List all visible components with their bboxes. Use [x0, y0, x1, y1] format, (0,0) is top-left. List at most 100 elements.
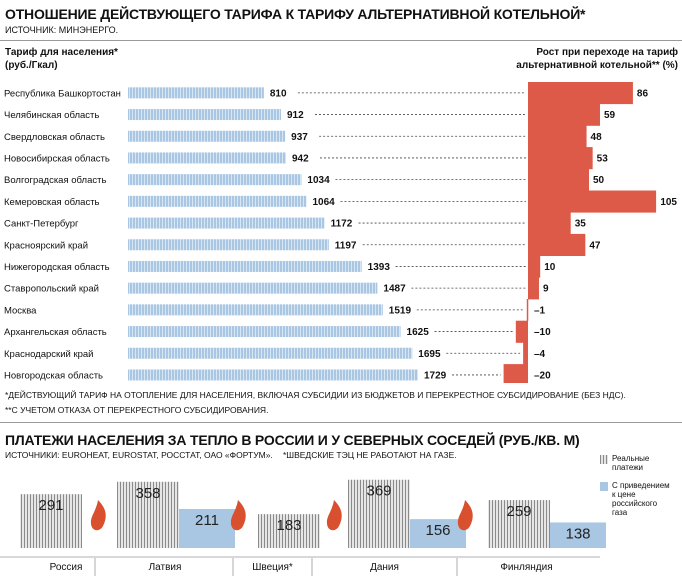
adjusted-payment-value: 156 [425, 522, 450, 539]
sweden-note: *ШВЕДСКИЕ ТЭЦ НЕ РАБОТАЮТ НА ГАЗЕ. [283, 450, 457, 460]
growth-value-label: 9 [543, 284, 549, 295]
adjusted-payment-bar [410, 519, 466, 548]
real-payment-value: 259 [506, 503, 531, 520]
growth-value-label: 48 [591, 132, 603, 143]
growth-bar [523, 342, 528, 365]
tariff-bar [128, 152, 286, 164]
growth-value-label: 105 [660, 197, 677, 208]
real-payment-value: 291 [38, 497, 63, 514]
growth-value-label: –1 [534, 305, 546, 316]
tariff-value-label: 1625 [407, 327, 430, 338]
tariff-value-label: 810 [270, 88, 287, 99]
legend-real-line1: Реальные [612, 454, 650, 463]
region-label: Свердловская область [4, 132, 105, 143]
growth-bar [528, 233, 586, 256]
growth-value-label: 35 [575, 219, 587, 230]
tariff-bar [128, 130, 286, 142]
tariff-bar [128, 87, 264, 99]
chart-source-payments: ИСТОЧНИКИ: EUROHEAT, EUROSTAT, РОССТАТ, … [5, 450, 273, 460]
chart-title-tariffs: ОТНОШЕНИЕ ДЕЙСТВУЮЩЕГО ТАРИФА К ТАРИФУ А… [5, 6, 586, 22]
region-label: Нижегородская область [4, 262, 110, 273]
country-label: Россия [50, 562, 83, 573]
region-label: Новгородская область [4, 370, 103, 381]
growth-bar [503, 364, 528, 383]
growth-value-label: –20 [534, 370, 551, 381]
country-label: Финляндия [500, 562, 552, 573]
growth-bar [528, 255, 541, 278]
real-payment-value: 358 [135, 485, 160, 502]
growth-value-label: 50 [593, 175, 605, 186]
legend-adj-line2: к цене [612, 490, 636, 499]
adjusted-payment-bar [550, 522, 606, 548]
growth-axis-unit: альтернативной котельной** (%) [516, 60, 678, 71]
country-label: Латвия [149, 562, 182, 573]
region-label: Санкт-Петербург [4, 219, 79, 230]
flame-icon [326, 500, 342, 531]
adjusted-payment-bar [179, 508, 235, 548]
tariff-value-label: 1487 [383, 284, 406, 295]
tariff-bar [128, 347, 413, 359]
tariff-bar [128, 109, 281, 121]
adjusted-payment-value: 211 [195, 512, 219, 529]
growth-value-label: 53 [597, 153, 609, 164]
country-label: Швеция* [252, 562, 293, 573]
flame-icon [230, 500, 246, 531]
tariff-value-label: 1034 [307, 175, 330, 186]
adjusted-payment-value: 138 [565, 525, 590, 542]
growth-value-label: 59 [604, 110, 616, 121]
region-label: Новосибирская область [4, 153, 110, 164]
footnote-tariff: *ДЕЙСТВУЮЩИЙ ТАРИФ НА ОТОПЛЕНИЕ ДЛЯ НАСЕ… [5, 390, 626, 400]
region-label: Москва [4, 305, 37, 316]
real-payment-bar [488, 500, 550, 548]
growth-value-label: 86 [637, 88, 649, 99]
divider-middle [0, 422, 682, 423]
growth-value-label: –4 [534, 349, 546, 360]
tariff-value-label: 1695 [418, 349, 441, 360]
growth-bar [528, 168, 589, 191]
real-payment-value: 183 [276, 517, 301, 534]
tariff-value-label: 937 [291, 132, 308, 143]
country-label: Дания [370, 562, 399, 573]
tariff-bar [128, 174, 302, 186]
real-payment-bar [117, 481, 179, 548]
real-payment-bar [20, 494, 82, 548]
legend-swatch-adjusted [600, 482, 608, 491]
tariff-value-label: 1064 [312, 197, 335, 208]
tariff-bar [128, 369, 418, 381]
region-label: Республика Башкортостан [4, 88, 121, 99]
flame-icon [90, 500, 106, 531]
growth-value-label: 47 [589, 240, 601, 251]
tariff-value-label: 1393 [368, 262, 391, 273]
legend-real-line2: платежи [612, 463, 644, 472]
real-payment-value: 369 [366, 483, 391, 500]
region-label: Челябинская область [4, 110, 99, 121]
growth-value-label: 10 [544, 262, 556, 273]
region-label: Ставропольский край [4, 284, 99, 295]
growth-bar [528, 82, 633, 105]
tariff-bar [128, 217, 325, 229]
real-payment-bar [348, 479, 410, 548]
growth-bar [526, 299, 529, 322]
tariff-value-label: 912 [287, 110, 304, 121]
region-label: Волгоградская область [4, 175, 106, 186]
region-label: Кемеровская область [4, 197, 100, 208]
growth-bar [528, 190, 657, 213]
real-payment-bar [258, 514, 320, 548]
growth-bar [528, 212, 571, 235]
divider-top [0, 40, 682, 41]
region-label: Красноярский край [4, 240, 88, 251]
growth-value-label: –10 [534, 327, 551, 338]
tariff-axis-label: Тариф для населения* [5, 47, 118, 58]
tariff-bar [128, 260, 362, 272]
growth-bar [515, 320, 528, 343]
tariff-value-label: 1729 [424, 370, 447, 381]
region-label: Архангельская область [4, 327, 107, 338]
growth-bar [528, 277, 539, 300]
legend-swatch-real [600, 455, 608, 464]
legend-adj-line1: С приведением [612, 481, 670, 490]
tariff-value-label: 1519 [389, 305, 412, 316]
legend-adj-line4: газа [612, 508, 628, 517]
flame-icon [457, 500, 473, 531]
growth-bar [528, 125, 587, 148]
chart-title-payments: ПЛАТЕЖИ НАСЕЛЕНИЯ ЗА ТЕПЛО В РОССИИ И У … [5, 432, 580, 448]
